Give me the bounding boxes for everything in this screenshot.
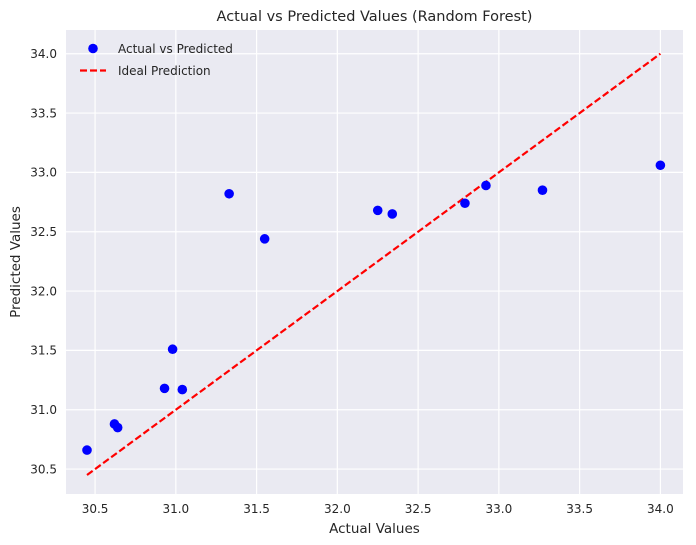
scatter-point: [259, 234, 270, 244]
x-tick-label: 33.5: [566, 502, 593, 516]
ideal-prediction-line-path: [86, 52, 662, 476]
scatter-point: [655, 160, 666, 171]
x-axis-label: Actual Values: [329, 521, 420, 537]
y-tick-label: 32.5: [30, 225, 57, 239]
x-tick-label: 34.0: [647, 502, 674, 516]
y-tick-labels: 30.5 31.0 31.5 32.0 32.5 33.0 33.5 34.0: [30, 47, 57, 476]
x-tick-label: 33.0: [486, 502, 513, 516]
x-tick-labels: 30.5 31.0 31.5 32.0 32.5 33.0 33.5 34.0: [82, 502, 674, 516]
plot-area: [66, 30, 683, 494]
legend: Actual vs Predicted Ideal Prediction: [80, 42, 233, 78]
scatter-point: [387, 209, 398, 219]
y-tick-label: 30.5: [30, 462, 57, 476]
scatter-point: [177, 384, 188, 395]
scatter-point: [460, 198, 470, 209]
scatter-point: [481, 180, 491, 191]
data-points: [82, 160, 666, 455]
y-tick-label: 31.0: [30, 403, 57, 417]
scatter-point: [372, 205, 383, 216]
scatter-point: [159, 383, 170, 394]
scatter-point: [224, 188, 234, 199]
y-tick-label: 34.0: [30, 47, 57, 61]
scatter-point: [82, 445, 92, 455]
x-tick-label: 32.5: [405, 502, 432, 516]
legend-marker-scatter: [88, 43, 98, 54]
x-tick-label: 32.0: [324, 502, 351, 516]
y-tick-label: 32.0: [30, 284, 57, 298]
scatter-point: [537, 185, 548, 196]
ideal-prediction-line: [86, 52, 662, 476]
x-tick-label: 31.0: [162, 502, 189, 516]
legend-label-scatter: Actual vs Predicted: [118, 42, 233, 56]
y-tick-label: 33.5: [30, 106, 57, 120]
scatter-point: [167, 344, 178, 355]
y-tick-label: 33.0: [30, 166, 57, 180]
x-tick-label: 30.5: [82, 502, 109, 516]
chart-title: Actual vs Predicted Values (Random Fores…: [217, 9, 533, 25]
x-tick-label: 31.5: [243, 502, 270, 516]
legend-label-line: Ideal Prediction: [118, 64, 211, 78]
y-tick-label: 31.5: [30, 344, 57, 358]
scatter-point: [112, 422, 123, 433]
y-axis-label: Predicted Values: [8, 206, 24, 318]
